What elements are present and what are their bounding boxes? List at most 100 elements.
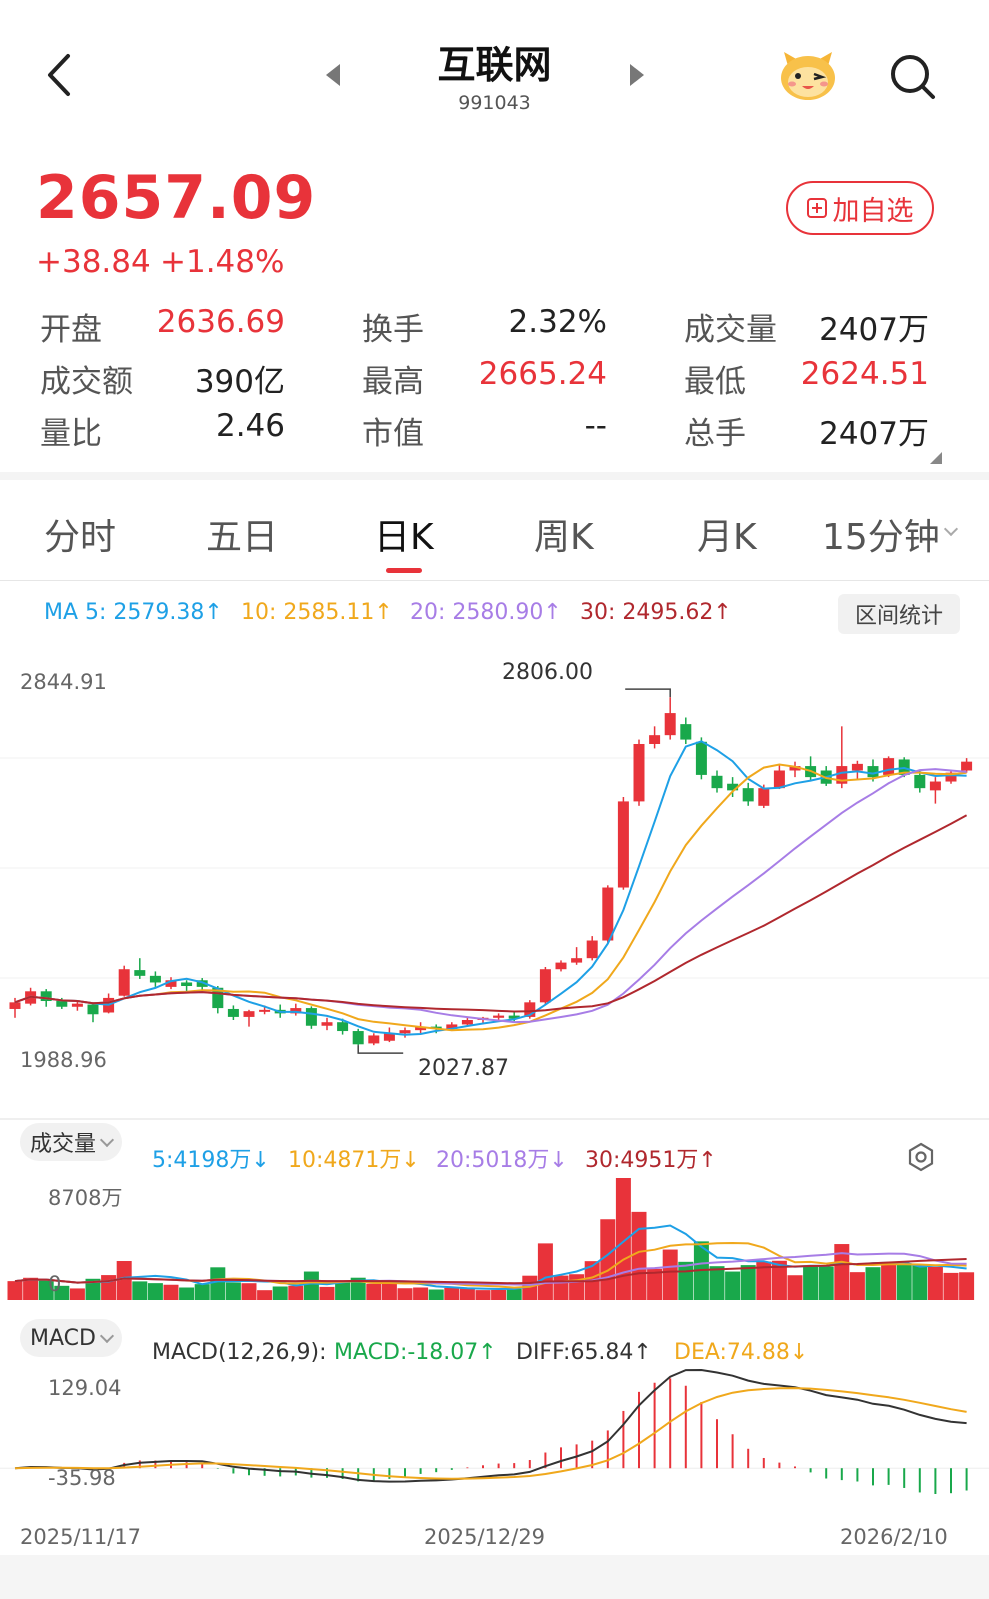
volume-bar: [335, 1281, 351, 1300]
candle-body: [9, 1002, 21, 1009]
page-title: 互联网: [437, 43, 552, 87]
volume-bar: [69, 1288, 85, 1300]
tab-weekly-k[interactable]: 周K: [534, 517, 594, 558]
volume-bar: [553, 1275, 569, 1300]
stat-value: 2665.24: [478, 356, 607, 392]
stat-label: 市值: [362, 416, 424, 452]
stat-label: 开盘: [40, 312, 102, 348]
volume-bar: [849, 1272, 865, 1300]
volume-bar: [803, 1265, 819, 1300]
stat-label: 换手: [362, 312, 424, 348]
range-stats-button[interactable]: 区间统计: [838, 594, 960, 634]
candle-body: [539, 969, 551, 1003]
candle-body: [555, 962, 567, 970]
stat-label: 最低: [684, 364, 746, 400]
stat-label: 最高: [362, 364, 424, 400]
macd-indicator-selector[interactable]: MACD: [20, 1319, 122, 1357]
candle-body: [56, 1001, 68, 1007]
volume-bar: [647, 1268, 663, 1300]
volume-ma5: 5:4198万↓: [152, 1148, 270, 1173]
add-icon: [806, 198, 827, 218]
candle-body: [602, 887, 614, 941]
volume-ma10: 10:4871万↓: [288, 1148, 420, 1173]
settings-gear-icon[interactable]: [906, 1142, 936, 1172]
volume-indicator-selector[interactable]: 成交量: [20, 1123, 123, 1161]
volume-bar: [381, 1282, 397, 1300]
volume-ma20: 20:5018万↓: [436, 1148, 568, 1173]
candle-body: [165, 980, 177, 987]
panel-divider: [0, 1118, 989, 1120]
stock-code: 991043: [458, 92, 531, 114]
macd-dea-line: [14, 1387, 967, 1480]
tab-daily-k[interactable]: 日K: [374, 517, 434, 558]
volume-bar: [288, 1285, 304, 1300]
volume-bar: [631, 1211, 647, 1300]
volume-bar: [771, 1260, 787, 1300]
prev-stock-icon[interactable]: [322, 62, 342, 88]
kline-chart[interactable]: [0, 648, 989, 1088]
volume-bar: [397, 1288, 413, 1300]
tab-intraday[interactable]: 分时: [44, 517, 117, 558]
volume-bar: [163, 1284, 179, 1300]
kline-axis-bottom: 1988.96: [20, 1048, 107, 1072]
volume-bar: [865, 1267, 881, 1300]
next-stock-icon[interactable]: [628, 62, 648, 88]
candle-body: [415, 1026, 427, 1031]
tab-monthly-k[interactable]: 月K: [697, 517, 757, 558]
candle-body: [727, 783, 739, 791]
candle-body: [851, 763, 863, 771]
volume-bar: [569, 1274, 585, 1300]
volume-bar: [257, 1290, 273, 1300]
candle-body: [867, 766, 879, 778]
ma20-legend: 20: 2580.90↑: [410, 600, 562, 625]
candle-body: [493, 1015, 505, 1018]
stat-label: 总手: [684, 416, 746, 452]
tab-five-day[interactable]: 五日: [206, 517, 279, 558]
expand-corner-icon[interactable]: [930, 452, 942, 464]
volume-bar: [241, 1283, 257, 1300]
stat-value: 2636.69: [156, 304, 285, 340]
candle-body: [961, 761, 973, 771]
candle-body: [196, 980, 208, 987]
candle-body: [929, 781, 941, 791]
candle-body: [399, 1030, 411, 1034]
price-change-percent: +1.48%: [160, 244, 285, 280]
stat-value: 2.32%: [508, 304, 607, 340]
candle-body: [461, 1020, 473, 1025]
macd-chart[interactable]: [0, 1366, 989, 1498]
candle-body: [617, 801, 629, 888]
stat-label: 成交量: [684, 312, 777, 348]
stat-value: 390亿: [194, 364, 285, 400]
volume-bar: [366, 1283, 382, 1300]
kline-low-marker: 2027.87: [418, 1056, 509, 1081]
volume-bar: [147, 1283, 163, 1300]
volume-chart[interactable]: [0, 1172, 989, 1304]
candle-body: [836, 766, 848, 784]
volume-bar: [54, 1285, 70, 1300]
volume-bar: [413, 1287, 429, 1300]
volume-bar: [615, 1178, 631, 1300]
volume-bar: [896, 1264, 912, 1300]
back-arrow-icon[interactable]: [40, 50, 80, 100]
add-watchlist-button[interactable]: 加自选: [786, 181, 934, 235]
candle-body: [352, 1031, 364, 1045]
candle-body: [914, 774, 926, 789]
volume-bar: [834, 1244, 850, 1300]
macd-value: MACD:-18.07↑: [334, 1340, 497, 1365]
search-icon[interactable]: [888, 52, 938, 102]
last-price: 2657.09: [36, 163, 317, 233]
candle-body: [571, 958, 583, 963]
candle-body: [680, 724, 692, 740]
stat-value: 2407万: [819, 416, 929, 452]
candle-body: [243, 1011, 255, 1017]
date-end: 2026/2/10: [840, 1525, 948, 1549]
candle-body: [290, 1008, 302, 1014]
macd-params: MACD(12,26,9):: [152, 1340, 327, 1365]
candle-body: [181, 982, 193, 986]
volume-bar: [818, 1266, 834, 1300]
volume-bar: [210, 1267, 226, 1300]
tab-15min[interactable]: 15分钟: [822, 508, 959, 560]
candle-body: [134, 970, 146, 976]
mascot-icon[interactable]: [778, 44, 838, 104]
candle-body: [883, 758, 895, 775]
